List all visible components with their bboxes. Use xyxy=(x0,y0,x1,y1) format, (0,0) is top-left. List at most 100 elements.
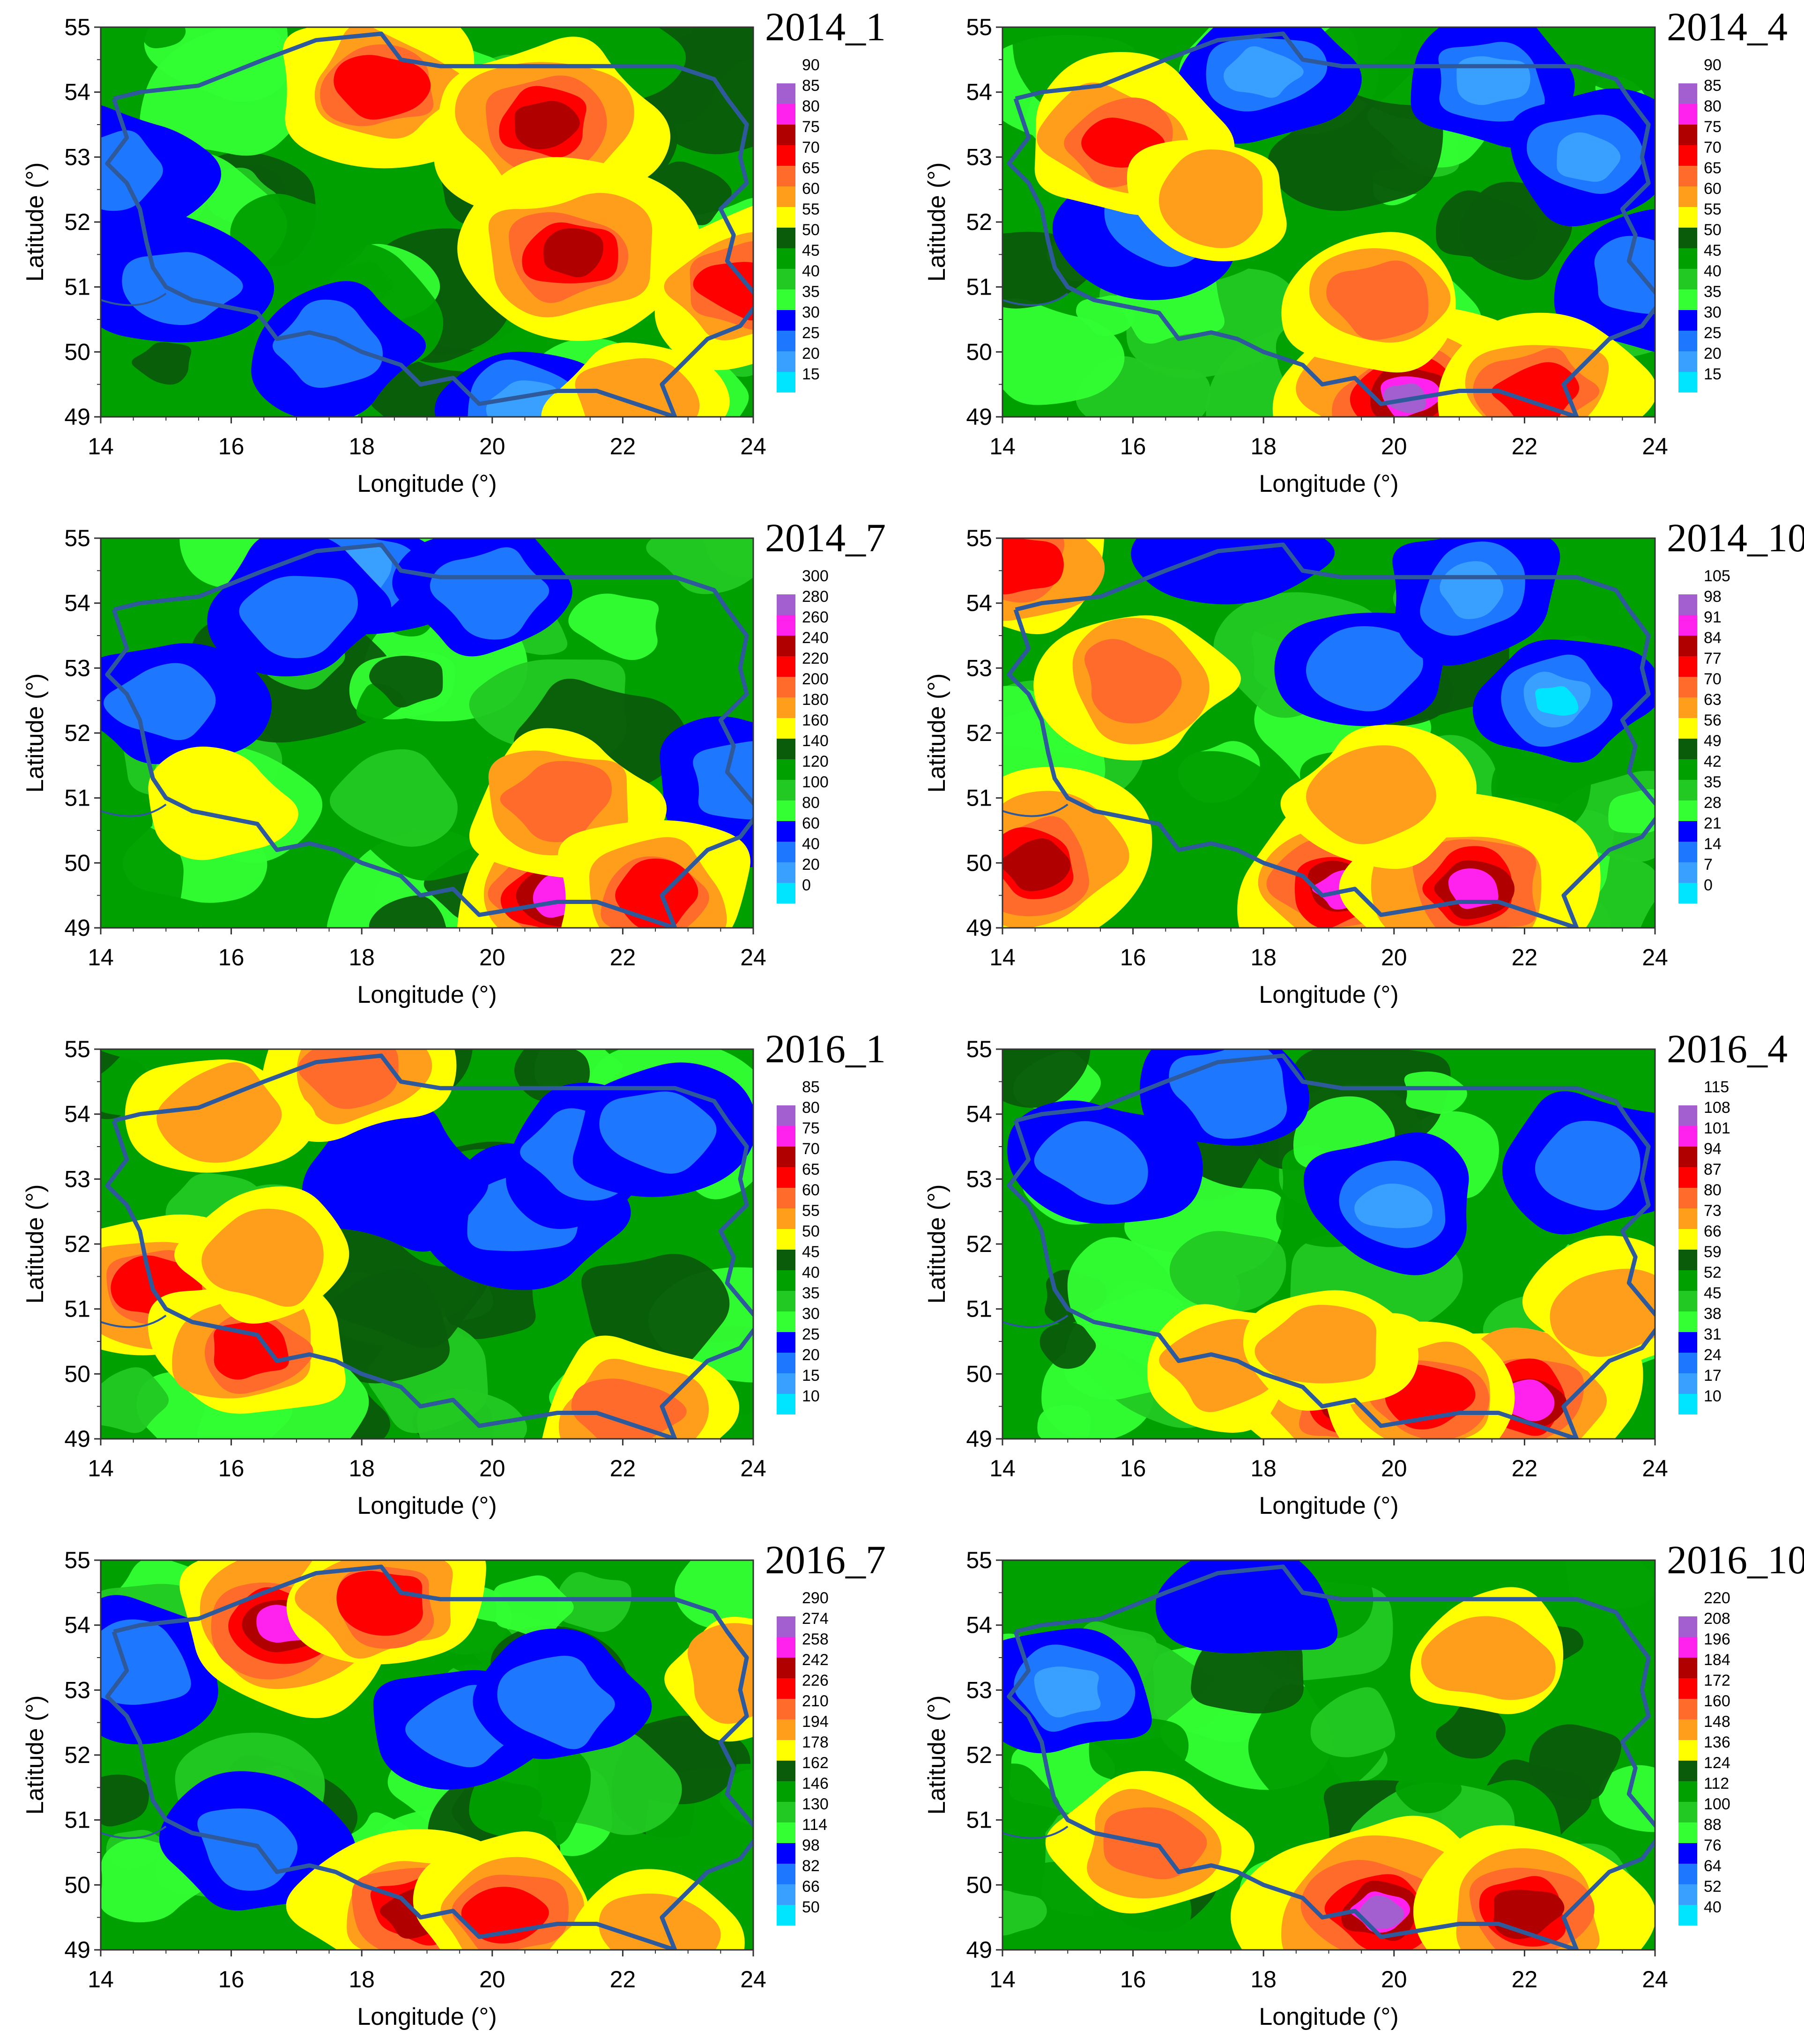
y-tick-label: 54 xyxy=(64,1612,90,1638)
legend-swatch xyxy=(777,1332,795,1353)
legend-label: 66 xyxy=(1704,1222,1722,1240)
legend-label: 31 xyxy=(1704,1326,1722,1343)
y-tick-label: 54 xyxy=(64,590,90,616)
legend-swatch xyxy=(1678,125,1697,145)
panel-2014_7: 14 16 18 20 22 24 55 54 53 52 51 50 49 Longitude (°) L… xyxy=(0,511,902,1022)
legend-label: 220 xyxy=(1704,1589,1730,1607)
x-tick-label: 20 xyxy=(1381,1455,1407,1481)
legend-label: 0 xyxy=(1704,876,1713,894)
legend-label: 14 xyxy=(1704,835,1722,853)
panel-title: 2016_1 xyxy=(765,1026,886,1071)
panel-title: 2014_10 xyxy=(1667,515,1804,560)
legend-swatch xyxy=(1678,207,1697,228)
contour-map-2016_10: 14 16 18 20 22 24 55 54 53 52 51 50 49 Longitude (°) L… xyxy=(923,1537,1804,2030)
legend-swatch xyxy=(1678,1884,1697,1905)
legend-label: 98 xyxy=(1704,588,1722,606)
legend-swatch xyxy=(1678,1147,1697,1167)
legend-label: 55 xyxy=(802,1202,820,1220)
legend-label: 75 xyxy=(1704,118,1722,136)
legend-swatch xyxy=(777,228,795,248)
legend-swatch xyxy=(777,1637,795,1658)
panel-title: 2016_4 xyxy=(1667,1026,1788,1071)
legend-label: 226 xyxy=(802,1672,829,1689)
legend-label: 60 xyxy=(802,180,820,198)
y-tick-label: 50 xyxy=(966,850,992,876)
legend-swatch xyxy=(777,207,795,228)
x-axis-label: Longitude (°) xyxy=(357,2003,497,2030)
legend-label: 80 xyxy=(1704,1181,1722,1199)
legend-label: 130 xyxy=(802,1795,829,1813)
legend-swatch xyxy=(777,759,795,780)
legend-swatch xyxy=(1678,351,1697,372)
legend-swatch xyxy=(777,615,795,636)
y-tick-label: 52 xyxy=(64,209,90,235)
x-tick-label: 16 xyxy=(218,1455,245,1481)
legend-swatch xyxy=(1678,1822,1697,1843)
legend-swatch xyxy=(1678,1616,1697,1637)
x-tick-label: 22 xyxy=(1512,433,1538,459)
country-border xyxy=(105,31,753,417)
x-tick-label: 18 xyxy=(349,1966,375,1992)
legend-swatch xyxy=(1678,1864,1697,1884)
legend-swatch xyxy=(1678,883,1697,904)
legend-swatch xyxy=(1678,1188,1697,1208)
legend-label: 80 xyxy=(802,794,820,812)
legend-label: 25 xyxy=(802,324,820,342)
y-tick-label: 54 xyxy=(64,1101,90,1127)
y-tick-label: 50 xyxy=(64,850,90,876)
contour-map-2014_10: 14 16 18 20 22 24 55 54 53 52 51 50 49 Longitude (°) L… xyxy=(923,515,1804,1008)
legend-label: 42 xyxy=(1704,753,1722,770)
x-tick-label: 20 xyxy=(479,1966,505,1992)
x-axis-label: Longitude (°) xyxy=(357,470,497,497)
legend-label: 70 xyxy=(802,1140,820,1158)
legend-label: 17 xyxy=(1704,1367,1722,1385)
legend-label: 87 xyxy=(1704,1161,1722,1178)
panel-title: 2016_7 xyxy=(765,1537,886,1582)
legend-swatch xyxy=(777,1761,795,1781)
legend-label: 196 xyxy=(1704,1630,1730,1648)
legend-swatch xyxy=(1678,1843,1697,1864)
legend-swatch xyxy=(777,351,795,372)
legend-label: 28 xyxy=(1704,794,1722,812)
y-tick-label: 55 xyxy=(64,1547,90,1573)
legend-label: 10 xyxy=(1704,1387,1722,1405)
legend-label: 40 xyxy=(802,262,820,280)
y-tick-label: 51 xyxy=(966,1296,992,1322)
legend-swatch xyxy=(777,718,795,739)
contour-fill xyxy=(101,1049,753,1439)
y-axis-label: Latitude (°) xyxy=(923,674,950,793)
x-axis-label: Longitude (°) xyxy=(1259,981,1398,1008)
legend-label: 101 xyxy=(1704,1119,1730,1137)
panel-title: 2014_1 xyxy=(765,4,886,49)
contour-map-2016_1: 14 16 18 20 22 24 55 54 53 52 51 50 49 Longitude (°) L… xyxy=(22,1026,886,1519)
y-tick-label: 53 xyxy=(966,1677,992,1703)
legend-swatch xyxy=(777,1353,795,1373)
legend-swatch xyxy=(1678,1332,1697,1353)
x-tick-label: 18 xyxy=(1250,433,1277,459)
legend-label: 52 xyxy=(1704,1878,1722,1896)
x-tick-label: 16 xyxy=(1120,433,1146,459)
legend-swatch xyxy=(777,1864,795,1884)
legend-label: 59 xyxy=(1704,1243,1722,1261)
legend-label: 66 xyxy=(802,1878,820,1896)
legend-swatch xyxy=(1678,331,1697,351)
legend-swatch xyxy=(1678,104,1697,125)
legend-swatch xyxy=(1678,289,1697,310)
x-tick-label: 16 xyxy=(1120,1966,1146,1992)
legend-swatch xyxy=(777,1699,795,1719)
legend-label: 50 xyxy=(802,1898,820,1916)
legend-label: 0 xyxy=(802,876,811,894)
y-tick-label: 49 xyxy=(966,1937,992,1963)
y-tick-label: 54 xyxy=(966,1101,992,1127)
legend-swatch xyxy=(1678,739,1697,759)
legend-swatch xyxy=(777,145,795,166)
legend-swatch xyxy=(777,1678,795,1699)
panel-2014_1: 14 16 18 20 22 24 55 54 53 52 51 50 49 Longitude (°) L… xyxy=(0,0,902,511)
legend-label: 260 xyxy=(802,608,829,626)
legend-label: 76 xyxy=(1704,1837,1722,1854)
x-tick-label: 18 xyxy=(349,1455,375,1481)
legend-label: 70 xyxy=(1704,139,1722,156)
x-tick-label: 14 xyxy=(989,944,1016,970)
legend-label: 56 xyxy=(1704,711,1722,729)
legend-label: 40 xyxy=(802,835,820,853)
